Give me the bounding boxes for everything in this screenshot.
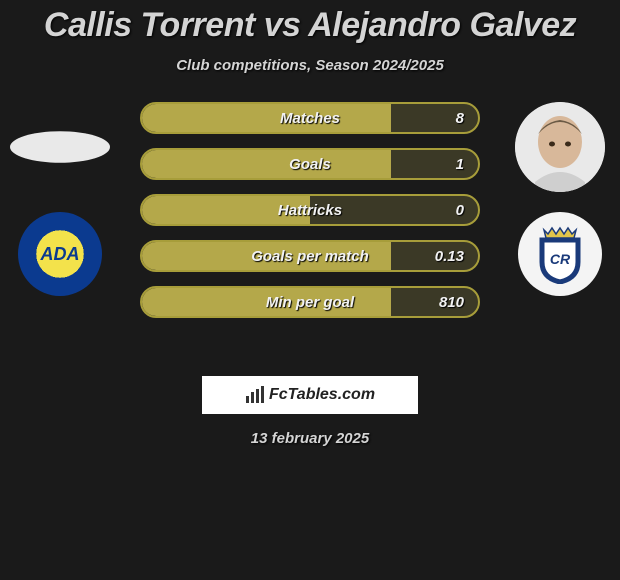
page-title: Callis Torrent vs Alejandro Galvez xyxy=(0,0,620,45)
stat-bar-value: 0 xyxy=(456,202,464,219)
stat-bars: Matches 8 Goals 1 Hattricks 0 Goals per match 0… xyxy=(140,102,480,318)
stat-bar-label: Min per goal xyxy=(266,294,354,311)
stat-bar-fill xyxy=(142,150,391,178)
player-left-avatar xyxy=(10,131,110,163)
team-left-badge-text: ADA xyxy=(41,244,80,265)
stat-bar: Goals per match 0.13 xyxy=(140,240,480,272)
stat-bar-label: Goals per match xyxy=(251,248,369,265)
brand-box: FcTables.com xyxy=(202,376,418,414)
bar-chart-icon xyxy=(245,386,265,404)
stat-bar-label: Matches xyxy=(280,110,340,127)
stat-bar-value: 0.13 xyxy=(435,248,464,265)
player-left-team-badge: ADA xyxy=(18,212,102,296)
left-player-column: ADA xyxy=(0,102,120,296)
stat-bar-value: 8 xyxy=(456,110,464,127)
stat-bar-label: Hattricks xyxy=(278,202,342,219)
stat-bar: Min per goal 810 xyxy=(140,286,480,318)
player-right-team-badge: CR xyxy=(518,212,602,296)
shield-crown-icon: CR xyxy=(530,224,590,284)
subtitle: Club competitions, Season 2024/2025 xyxy=(0,57,620,74)
stat-bar-value: 810 xyxy=(439,294,464,311)
player-right-avatar xyxy=(515,102,605,192)
brand-text: FcTables.com xyxy=(269,386,375,404)
stat-bar-label: Goals xyxy=(289,156,331,173)
stat-bar-fill xyxy=(142,104,391,132)
stat-bar-value: 1 xyxy=(456,156,464,173)
svg-text:CR: CR xyxy=(550,251,571,267)
stat-bar: Goals 1 xyxy=(140,148,480,180)
right-player-column: CR xyxy=(500,102,620,296)
comparison-panel: ADA CR Matches 8 Goals 1 Hattricks 0 Goals per… xyxy=(0,102,620,352)
stat-bar: Matches 8 xyxy=(140,102,480,134)
face-placeholder-icon xyxy=(515,102,605,192)
date-text: 13 february 2025 xyxy=(0,430,620,447)
stat-bar: Hattricks 0 xyxy=(140,194,480,226)
